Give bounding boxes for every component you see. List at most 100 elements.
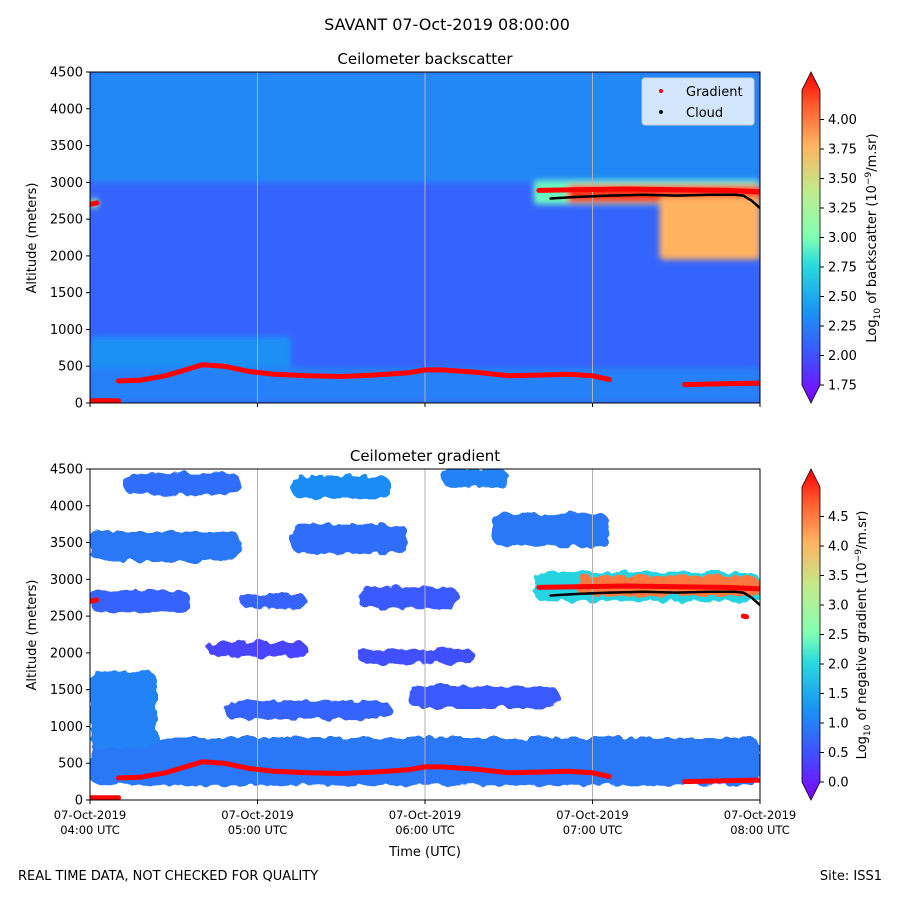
gradient-marker-trace <box>90 200 100 207</box>
colorbar-tick-label: 3.75 <box>828 143 857 158</box>
backscatter-colorbar-label: Log10 of backscatter (10−9/m.sr) <box>864 133 883 342</box>
y-tick-label: 3500 <box>50 139 83 154</box>
gradient-series <box>90 583 760 800</box>
cloud-marker-trace <box>549 590 760 607</box>
y-tick-label: 4500 <box>50 463 83 478</box>
colorbar-tick-label: 2.50 <box>828 290 857 305</box>
field-upper-patch-3 <box>492 513 610 547</box>
field-residual-layer <box>90 671 157 749</box>
gradient-marker-trace <box>682 777 760 785</box>
y-tick-label: 1500 <box>50 683 83 698</box>
y-tick-label: 4000 <box>50 499 83 514</box>
colorbar-tick-label: 1.5 <box>828 687 849 702</box>
gradient-xlabel: Time (UTC) <box>388 845 461 860</box>
colorbar-tick-label: 0.0 <box>828 776 849 791</box>
cloud-marker-trace <box>549 193 760 210</box>
colorbar-tick-label: 4.00 <box>828 113 857 128</box>
gradient-marker-trace <box>116 759 612 781</box>
y-tick-label: 1000 <box>50 720 83 735</box>
backscatter-colorbar-scale <box>801 71 821 404</box>
x-tick-label: 06:00 UTC <box>395 823 455 837</box>
site-label: Site: ISS1 <box>819 869 882 884</box>
field-mid-patch-3 <box>240 594 308 609</box>
field-upper-patch-2 <box>291 524 409 554</box>
colorbar-tick-label: 3.00 <box>828 231 857 246</box>
field-cloud-fallstreak <box>659 197 760 260</box>
x-tick-label: 08:00 UTC <box>730 823 790 837</box>
colorbar-tick-label: 3.0 <box>828 599 849 614</box>
colorbar-tick-label: 3.50 <box>828 172 857 187</box>
colorbar-tick-label: 2.75 <box>828 261 857 276</box>
backscatter-colorbar-ticks: 1.75 2.00 2.25 2.50 2.75 3.00 3.25 3.50 3.75 4.00 <box>820 113 857 394</box>
x-tick-label: 07-Oct-2019 <box>556 808 628 822</box>
backscatter-x-axis <box>89 403 761 407</box>
gradient-title: Ceilometer gradient <box>350 447 500 465</box>
y-tick-label: 3500 <box>50 536 83 551</box>
colorbar-tick-label: 2.5 <box>828 628 849 643</box>
y-tick-label: 3000 <box>50 176 83 191</box>
field-upper-patch-4 <box>123 472 241 495</box>
backscatter-title: Ceilometer backscatter <box>337 50 513 68</box>
backscatter-y-axis: 0 500 1000 1500 2000 2500 3000 3500 4000 4500 <box>50 66 90 412</box>
x-tick-label: 07-Oct-2019 <box>54 808 126 822</box>
field-upper-patch-6 <box>441 469 509 488</box>
y-tick-label: 3000 <box>50 573 83 588</box>
backscatter-ylabel: Altitude (meters) <box>25 183 40 294</box>
backscatter-series <box>90 186 760 403</box>
x-tick-label: 07-Oct-2019 <box>724 808 796 822</box>
field-upper-patch-1 <box>90 531 241 561</box>
legend-box <box>641 77 755 126</box>
colorbar-tick-label: 3.25 <box>828 202 857 217</box>
gradient-ylabel: Altitude (meters) <box>25 580 40 691</box>
gradient-marker-trace <box>116 362 612 384</box>
x-tick-label: 07-Oct-2019 <box>221 808 293 822</box>
gradient-colorbar: 0.0 0.5 1.0 1.5 2.0 2.5 3.0 3.5 4.0 4.5 Log10 of … <box>801 468 873 801</box>
y-tick-label: 2500 <box>50 213 83 228</box>
y-tick-label: 2000 <box>50 249 83 264</box>
backscatter-gridlines <box>257 72 593 403</box>
colorbar-tick-label: 1.0 <box>828 717 849 732</box>
y-tick-label: 4000 <box>50 102 83 117</box>
y-tick-label: 0 <box>75 397 83 412</box>
quality-disclaimer: REAL TIME DATA, NOT CHECKED FOR QUALITY <box>18 869 319 884</box>
y-tick-label: 500 <box>58 360 83 375</box>
field-aerosol-layer-2 <box>408 685 559 709</box>
y-tick-label: 2500 <box>50 610 83 625</box>
y-tick-label: 500 <box>58 757 83 772</box>
backscatter-colorbar: 1.75 2.00 2.25 2.50 2.75 3.00 3.25 3.50 3.75 4.00… <box>801 71 883 404</box>
x-tick-label: 07-Oct-2019 <box>389 808 461 822</box>
field-upper-patch-5 <box>291 476 392 499</box>
gradient-gridlines <box>257 469 593 800</box>
x-tick-label: 04:00 UTC <box>60 823 120 837</box>
gradient-marker-trace <box>90 597 100 604</box>
x-tick-label: 07:00 UTC <box>563 823 623 837</box>
gradient-colorbar-label: Log10 of negative gradient (10−9/m.sr) <box>854 511 873 760</box>
colorbar-tick-label: 4.5 <box>828 510 849 525</box>
gradient-y-axis: 0 500 1000 1500 2000 2500 3000 3500 4000 4500 <box>50 463 90 809</box>
legend-cloud-label: Cloud <box>686 106 723 121</box>
y-tick-label: 4500 <box>50 66 83 81</box>
colorbar-tick-label: 2.0 <box>828 658 849 673</box>
legend-gradient-marker <box>659 89 663 93</box>
legend-cloud-marker <box>659 110 663 114</box>
y-tick-label: 0 <box>75 794 83 809</box>
gradient-panel: Ceilometer gradient 0 500 1000 1500 2000 2500… <box>25 447 873 860</box>
colorbar-tick-label: 4.0 <box>828 540 849 555</box>
gradient-marker-trace <box>536 583 760 592</box>
field-mid-patch-1 <box>90 590 191 613</box>
colorbar-tick-label: 1.75 <box>828 379 857 394</box>
colorbar-tick-label: 2.00 <box>828 349 857 364</box>
colorbar-tick-label: 0.5 <box>828 746 849 761</box>
legend: Gradient Cloud <box>641 77 755 126</box>
gradient-marker-trace <box>740 613 750 620</box>
legend-gradient-label: Gradient <box>686 85 743 100</box>
figure-suptitle: SAVANT 07-Oct-2019 08:00:00 <box>324 15 570 34</box>
field-aerosol-layer-1 <box>224 700 392 720</box>
gradient-colorbar-ticks: 0.0 0.5 1.0 1.5 2.0 2.5 3.0 3.5 4.0 4.5 <box>820 510 849 791</box>
y-tick-label: 1500 <box>50 286 83 301</box>
gradient-colorbar-scale <box>801 468 821 801</box>
field-mid-patch-2 <box>358 586 459 609</box>
colorbar-tick-label: 3.5 <box>828 569 849 584</box>
